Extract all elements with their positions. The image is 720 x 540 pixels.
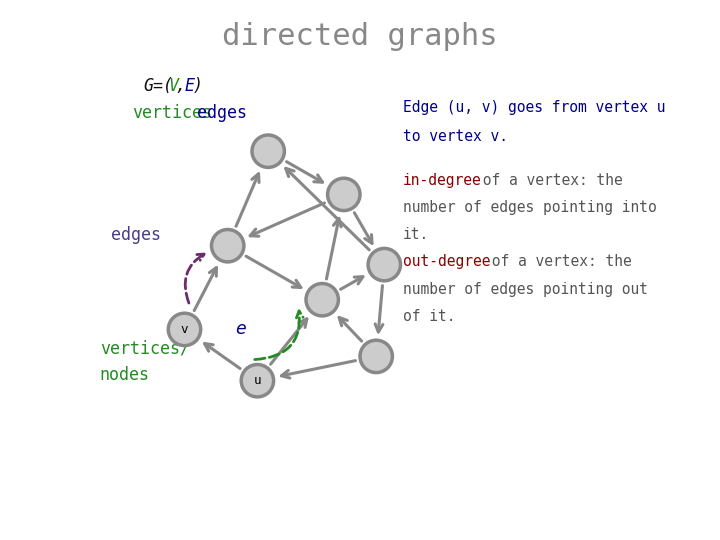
Text: ): ) [193, 77, 202, 96]
Circle shape [252, 135, 284, 167]
Text: V: V [168, 77, 179, 96]
Text: of a vertex: the: of a vertex: the [474, 173, 624, 188]
Circle shape [306, 284, 338, 316]
Text: e: e [235, 320, 246, 339]
Text: number of edges pointing into: number of edges pointing into [403, 200, 657, 215]
Text: ,: , [176, 77, 197, 96]
Text: in-degree: in-degree [403, 173, 482, 188]
Text: of it.: of it. [403, 309, 456, 324]
Text: G=(: G=( [143, 77, 173, 96]
Circle shape [168, 313, 201, 346]
Text: edges: edges [111, 226, 161, 244]
FancyArrowPatch shape [185, 254, 204, 303]
FancyArrowPatch shape [255, 311, 303, 360]
Text: to vertex v.: to vertex v. [403, 129, 508, 144]
Text: of a vertex: the: of a vertex: the [483, 254, 632, 269]
Text: Edge (u, v) goes from vertex u: Edge (u, v) goes from vertex u [403, 100, 666, 115]
Text: nodes: nodes [99, 366, 150, 384]
Text: E: E [185, 77, 195, 96]
Circle shape [212, 230, 244, 262]
Text: u: u [253, 374, 261, 387]
Text: directed graphs: directed graphs [222, 22, 498, 51]
Text: edges: edges [197, 104, 247, 123]
Text: out-degree: out-degree [403, 254, 491, 269]
Text: vertices/: vertices/ [99, 339, 190, 357]
Text: it.: it. [403, 227, 429, 242]
Text: v: v [181, 323, 188, 336]
Circle shape [360, 340, 392, 373]
Text: number of edges pointing out: number of edges pointing out [403, 282, 648, 297]
Text: vertices: vertices [132, 104, 212, 123]
Circle shape [368, 248, 400, 281]
Circle shape [328, 178, 360, 211]
Circle shape [241, 364, 274, 397]
